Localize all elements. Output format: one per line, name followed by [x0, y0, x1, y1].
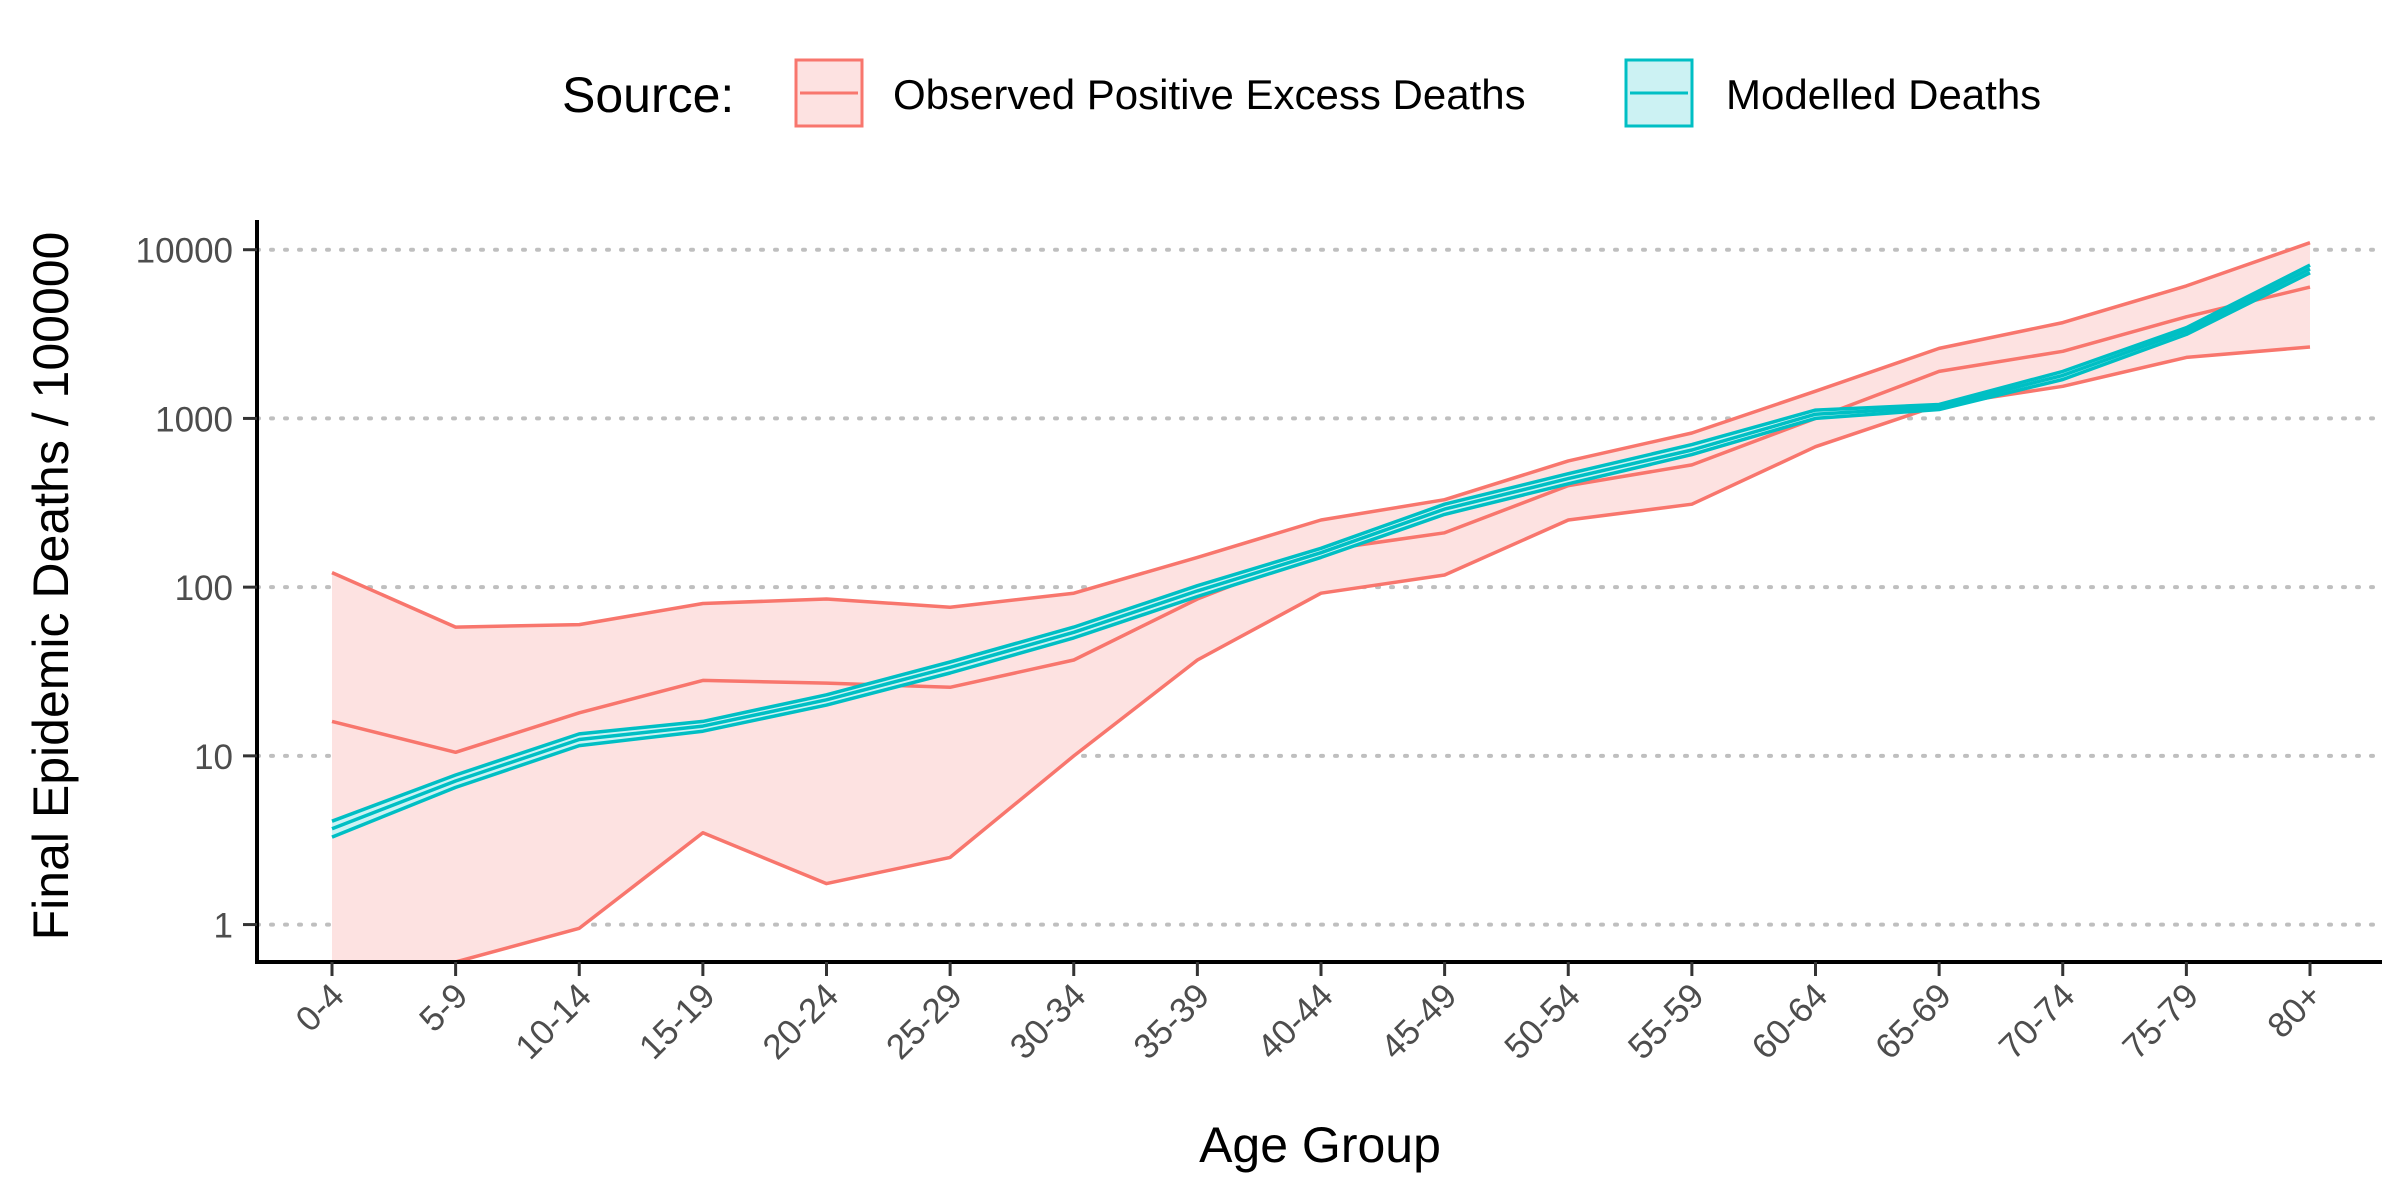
- x-tick-label-40-44: 40-44: [1250, 976, 1341, 1067]
- line-observed-upper: [331, 241, 2311, 629]
- x-tick-label-80+: 80+: [2260, 976, 2330, 1046]
- y-axis-ticks: 1 10 100 1000 10000: [136, 232, 257, 946]
- x-tick-label-70-74: 70-74: [1992, 976, 2083, 1067]
- y-tick-label-1: 1: [214, 907, 233, 946]
- x-tick-label-35-39: 35-39: [1126, 976, 1217, 1067]
- x-tick-label-65-69: 65-69: [1868, 976, 1959, 1067]
- y-tick-label-100: 100: [175, 569, 233, 608]
- legend-item-modelled: Modelled Deaths: [1624, 58, 2041, 128]
- axes: [255, 220, 2382, 964]
- x-tick-label-5-9: 5-9: [412, 976, 475, 1039]
- legend-label-observed: Observed Positive Excess Deaths: [893, 71, 1526, 118]
- band-observed: [332, 242, 2310, 962]
- x-tick-label-20-24: 20-24: [755, 976, 846, 1067]
- x-tick-label-0-4: 0-4: [288, 976, 351, 1039]
- plot-area: [331, 241, 2311, 962]
- x-tick-label-75-79: 75-79: [2115, 976, 2206, 1067]
- legend-item-observed: Observed Positive Excess Deaths: [794, 58, 1526, 128]
- line-modelled-upper: [331, 263, 2311, 823]
- y-axis-title: Final Epidemic Deaths / 100000: [23, 232, 79, 941]
- x-tick-label-10-14: 10-14: [508, 976, 599, 1067]
- x-tick-label-50-54: 50-54: [1497, 976, 1588, 1067]
- x-axis-ticks: 0-4 5-9 10-14 15-19 20-24 25-29 30-34 35-39 40-4…: [288, 962, 2330, 1067]
- x-tick-label-15-19: 15-19: [632, 976, 723, 1067]
- line-modelled-lower: [331, 271, 2311, 839]
- series-observed: [331, 241, 2311, 962]
- x-tick-label-55-59: 55-59: [1621, 976, 1712, 1067]
- y-tick-label-10000: 10000: [136, 232, 233, 271]
- y-tick-label-10: 10: [194, 738, 233, 777]
- x-tick-label-45-49: 45-49: [1373, 976, 1464, 1067]
- y-tick-label-1000: 1000: [155, 400, 233, 439]
- x-tick-label-30-34: 30-34: [1003, 976, 1094, 1067]
- series-modelled: [331, 263, 2311, 839]
- x-tick-label-25-29: 25-29: [879, 976, 970, 1067]
- x-tick-label-60-64: 60-64: [1744, 976, 1835, 1067]
- legend-title: Source:: [562, 67, 734, 123]
- legend-label-modelled: Modelled Deaths: [1726, 71, 2041, 118]
- legend: Source: Observed Positive Excess Deaths …: [562, 58, 2041, 128]
- x-axis-title: Age Group: [1199, 1117, 1441, 1173]
